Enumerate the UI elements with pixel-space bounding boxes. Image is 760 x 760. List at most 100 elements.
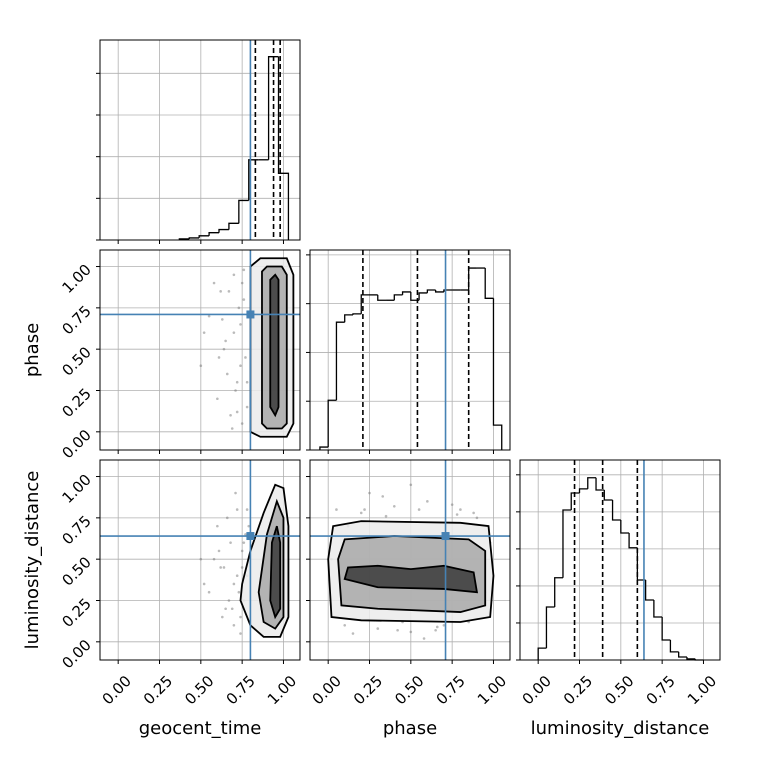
panel-frame xyxy=(99,39,301,241)
sample-point xyxy=(359,511,363,515)
sample-point xyxy=(242,298,246,301)
x-tick-label: 0.25 xyxy=(560,672,596,708)
y-tick-label: 0.75 xyxy=(58,512,94,548)
hist-step xyxy=(352,313,362,315)
hist-step xyxy=(611,500,621,521)
sample-point xyxy=(475,516,479,520)
hist-step xyxy=(377,294,387,301)
sample-point xyxy=(239,364,242,368)
x-tick-label: 0.50 xyxy=(181,672,217,708)
y-axis-label: luminosity_distance xyxy=(22,471,43,650)
truth-marker xyxy=(246,310,255,319)
contour xyxy=(343,564,479,594)
sample-point xyxy=(343,623,347,627)
x-tick-label: 1.00 xyxy=(684,672,720,708)
hist-step xyxy=(218,228,229,233)
panel-frame xyxy=(519,459,721,661)
hist-step xyxy=(545,606,555,649)
hist-step xyxy=(319,446,329,450)
sample-point xyxy=(239,632,242,635)
sample-point xyxy=(221,615,224,619)
x-tick-label: 0.00 xyxy=(309,672,345,708)
hist-step xyxy=(578,488,588,493)
x-tick-label: 0.75 xyxy=(643,672,679,708)
sample-point xyxy=(230,607,234,611)
sample-point xyxy=(232,623,236,627)
sample-point xyxy=(396,628,399,632)
sample-point xyxy=(232,582,236,586)
hist-step xyxy=(426,289,436,293)
sample-point xyxy=(242,268,246,272)
sample-point xyxy=(232,331,236,334)
y-axis-label: phase xyxy=(22,323,43,377)
hist-step xyxy=(434,290,444,293)
sample-point xyxy=(217,549,221,553)
sample-point xyxy=(435,625,439,629)
sample-point xyxy=(239,323,242,326)
sample-point xyxy=(212,281,216,285)
sample-point xyxy=(381,495,385,498)
hist-step xyxy=(335,321,345,401)
hist-step xyxy=(277,56,290,240)
sample-point xyxy=(245,405,249,409)
sample-point xyxy=(202,331,206,334)
hist-step xyxy=(562,509,572,578)
x-axis-label: luminosity_distance xyxy=(531,718,710,739)
sample-point xyxy=(216,524,219,528)
hist-step xyxy=(661,617,671,641)
y-tick-label: 0.25 xyxy=(58,595,94,631)
sample-point xyxy=(229,541,232,544)
hist-step xyxy=(686,657,696,660)
hist-step xyxy=(678,651,687,658)
sample-point xyxy=(199,557,203,561)
truth-marker xyxy=(441,532,450,541)
sample-point xyxy=(207,314,211,318)
sample-point xyxy=(384,514,388,518)
x-tick-label: 0.50 xyxy=(601,672,637,708)
sample-point xyxy=(351,632,355,635)
sample-point xyxy=(242,541,246,544)
sample-point xyxy=(225,516,229,520)
sample-point xyxy=(224,607,227,611)
hist-step xyxy=(628,532,638,549)
sample-point xyxy=(392,504,396,508)
sample-point xyxy=(422,637,426,640)
sample-point xyxy=(376,627,380,630)
y-tick-label: 0.25 xyxy=(58,385,94,421)
sample-point xyxy=(363,508,366,511)
sample-point xyxy=(245,508,249,511)
hist-step xyxy=(418,292,428,301)
hist-step xyxy=(208,232,220,236)
sample-point xyxy=(225,372,229,376)
sample-point xyxy=(207,590,211,594)
hist-step xyxy=(468,267,477,290)
hist-step xyxy=(653,600,663,618)
hist-step xyxy=(443,289,453,292)
hist-step xyxy=(198,235,210,238)
x-tick-label: 1.00 xyxy=(474,672,510,708)
hist-step xyxy=(327,399,337,448)
x-tick-label: 0.50 xyxy=(391,672,427,708)
sample-point xyxy=(221,318,224,321)
sample-point xyxy=(222,347,226,351)
hist-step xyxy=(620,520,630,534)
sample-point xyxy=(237,590,241,594)
sample-point xyxy=(459,508,462,511)
hist-step xyxy=(492,298,503,450)
sample-point xyxy=(368,491,371,495)
hist-step xyxy=(360,294,370,314)
hist-step xyxy=(570,492,580,510)
hist-step xyxy=(401,291,411,295)
hist-step xyxy=(344,314,353,323)
sample-point xyxy=(409,630,413,634)
sample-point xyxy=(244,356,247,359)
sample-point xyxy=(455,513,459,516)
hist-step xyxy=(228,222,239,230)
sample-point xyxy=(219,566,222,569)
sample-point xyxy=(224,339,227,343)
hist-step xyxy=(595,477,605,491)
sample-point xyxy=(216,397,219,401)
sample-point xyxy=(244,533,247,536)
truth-marker xyxy=(246,532,255,541)
hist-step xyxy=(537,647,547,660)
